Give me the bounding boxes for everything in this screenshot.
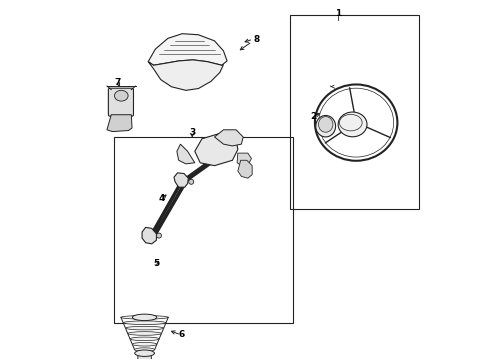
Ellipse shape [316,116,336,137]
Text: 6: 6 [178,330,184,339]
Text: 3: 3 [189,128,196,137]
Circle shape [189,179,194,184]
Polygon shape [137,353,152,360]
Ellipse shape [132,342,157,346]
Ellipse shape [318,117,333,132]
Ellipse shape [132,314,157,320]
Text: 1: 1 [335,9,342,18]
Ellipse shape [123,321,166,324]
Ellipse shape [115,90,128,101]
Polygon shape [215,130,243,146]
Ellipse shape [128,332,161,335]
Polygon shape [142,227,156,244]
Ellipse shape [338,112,367,137]
Polygon shape [238,160,252,178]
Polygon shape [195,134,238,166]
Text: 7: 7 [115,78,121,87]
Polygon shape [148,34,227,65]
Ellipse shape [121,316,168,319]
Ellipse shape [135,348,155,351]
Polygon shape [237,153,251,166]
Polygon shape [107,115,132,132]
Text: 8: 8 [254,35,260,44]
Circle shape [156,233,161,238]
Ellipse shape [130,337,159,341]
FancyBboxPatch shape [108,88,133,116]
Bar [290,15,419,209]
Text: 4: 4 [159,194,165,203]
Polygon shape [177,144,195,164]
Polygon shape [148,60,223,90]
Polygon shape [174,173,188,187]
Ellipse shape [135,350,154,356]
Text: 2: 2 [311,112,317,121]
Text: 5: 5 [153,259,159,268]
Ellipse shape [125,326,164,330]
Bar [114,137,294,323]
